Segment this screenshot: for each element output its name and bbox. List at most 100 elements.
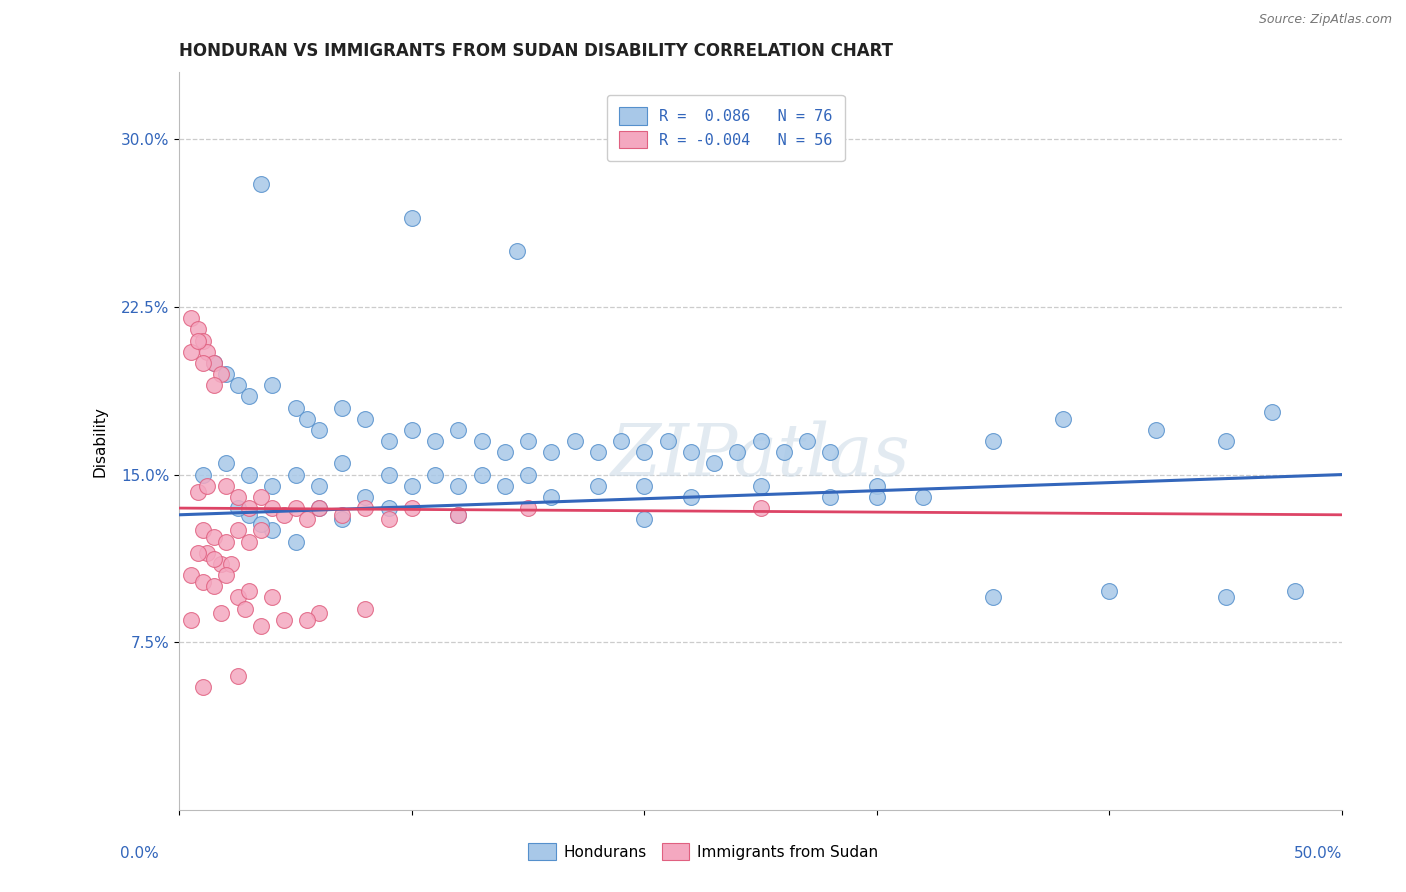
- Point: [425, 467, 447, 482]
- Point: [330, 401, 353, 415]
- Point: [273, 508, 295, 522]
- Point: [505, 244, 527, 259]
- Point: [215, 568, 238, 582]
- Point: [401, 479, 423, 493]
- Point: [284, 467, 307, 482]
- Point: [1284, 583, 1306, 598]
- Legend: R =  0.086   N = 76, R = -0.004   N = 56: R = 0.086 N = 76, R = -0.004 N = 56: [607, 95, 845, 161]
- Point: [249, 490, 271, 504]
- Point: [249, 524, 271, 538]
- Point: [633, 445, 655, 459]
- Point: [866, 479, 889, 493]
- Point: [330, 512, 353, 526]
- Point: [377, 501, 399, 516]
- Point: [633, 479, 655, 493]
- Point: [209, 557, 232, 571]
- Point: [633, 512, 655, 526]
- Point: [586, 479, 609, 493]
- Point: [215, 367, 238, 381]
- Point: [226, 524, 249, 538]
- Point: [187, 485, 209, 500]
- Point: [191, 574, 214, 589]
- Point: [447, 423, 470, 437]
- Point: [195, 546, 218, 560]
- Point: [262, 501, 284, 516]
- Point: [981, 591, 1004, 605]
- Point: [249, 516, 271, 531]
- Text: Source: ZipAtlas.com: Source: ZipAtlas.com: [1258, 13, 1392, 27]
- Point: [226, 591, 249, 605]
- Point: [703, 457, 725, 471]
- Point: [866, 490, 889, 504]
- Point: [540, 445, 562, 459]
- Y-axis label: Disability: Disability: [93, 406, 107, 476]
- Point: [354, 501, 377, 516]
- Point: [657, 434, 679, 448]
- Point: [749, 479, 772, 493]
- Point: [471, 467, 494, 482]
- Point: [284, 534, 307, 549]
- Point: [180, 311, 202, 326]
- Point: [308, 501, 330, 516]
- Point: [209, 367, 232, 381]
- Point: [610, 434, 633, 448]
- Text: 50.0%: 50.0%: [1295, 846, 1343, 861]
- Point: [284, 501, 307, 516]
- Point: [191, 356, 214, 370]
- Point: [233, 601, 256, 615]
- Point: [209, 606, 232, 620]
- Point: [226, 501, 249, 516]
- Point: [215, 534, 238, 549]
- Point: [191, 524, 214, 538]
- Point: [517, 467, 540, 482]
- Point: [219, 557, 242, 571]
- Point: [1144, 423, 1167, 437]
- Point: [187, 322, 209, 336]
- Point: [297, 411, 319, 425]
- Point: [262, 479, 284, 493]
- Point: [1215, 434, 1237, 448]
- Point: [773, 445, 796, 459]
- Point: [425, 434, 447, 448]
- Point: [1215, 591, 1237, 605]
- Point: [377, 434, 399, 448]
- Point: [447, 479, 470, 493]
- Point: [820, 490, 842, 504]
- Point: [202, 378, 225, 392]
- Point: [191, 334, 214, 348]
- Point: [195, 344, 218, 359]
- Point: [447, 508, 470, 522]
- Point: [187, 334, 209, 348]
- Point: [187, 546, 209, 560]
- Legend: Hondurans, Immigrants from Sudan: Hondurans, Immigrants from Sudan: [522, 837, 884, 866]
- Point: [180, 568, 202, 582]
- Point: [202, 530, 225, 544]
- Point: [284, 401, 307, 415]
- Point: [262, 591, 284, 605]
- Point: [262, 524, 284, 538]
- Point: [330, 508, 353, 522]
- Point: [912, 490, 935, 504]
- Point: [202, 552, 225, 566]
- Point: [262, 378, 284, 392]
- Text: 0.0%: 0.0%: [120, 846, 159, 861]
- Point: [354, 601, 377, 615]
- Point: [215, 479, 238, 493]
- Point: [517, 501, 540, 516]
- Point: [725, 445, 748, 459]
- Point: [796, 434, 818, 448]
- Point: [273, 613, 295, 627]
- Point: [202, 356, 225, 370]
- Point: [308, 606, 330, 620]
- Point: [238, 467, 260, 482]
- Point: [820, 445, 842, 459]
- Point: [330, 457, 353, 471]
- Point: [308, 479, 330, 493]
- Point: [354, 490, 377, 504]
- Point: [981, 434, 1004, 448]
- Point: [308, 501, 330, 516]
- Point: [494, 479, 516, 493]
- Point: [494, 445, 516, 459]
- Point: [202, 356, 225, 370]
- Point: [195, 479, 218, 493]
